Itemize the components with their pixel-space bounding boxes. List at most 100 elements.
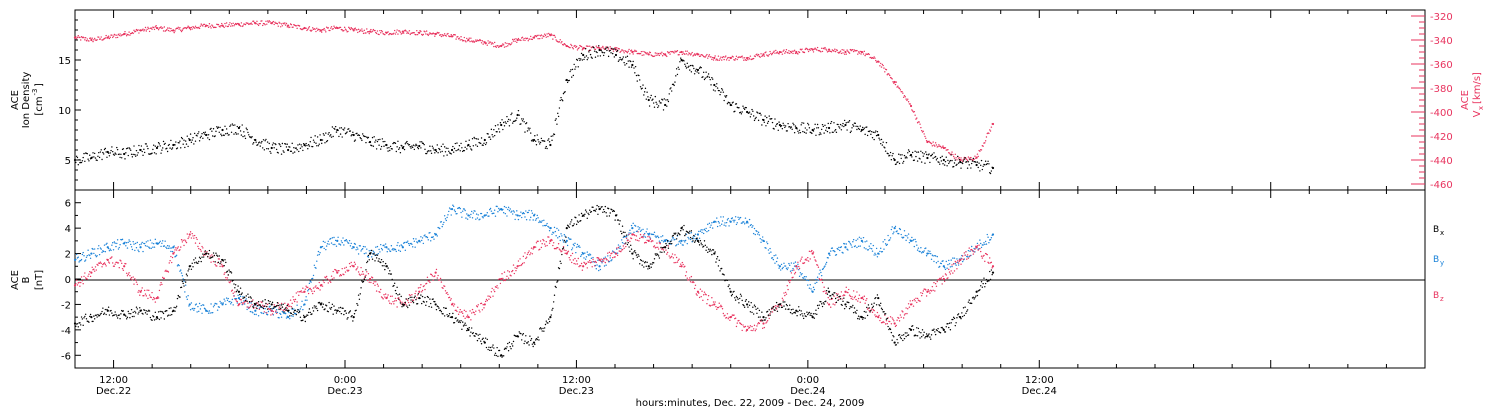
fill-dot bbox=[578, 245, 580, 247]
fill-dot bbox=[517, 37, 520, 40]
fill-dot bbox=[725, 96, 727, 98]
fill-dot bbox=[478, 309, 480, 312]
fill-dot bbox=[430, 273, 433, 276]
fill-dot bbox=[584, 263, 587, 266]
fill-dot bbox=[251, 136, 253, 138]
fill-dot bbox=[642, 236, 644, 239]
fill-dot bbox=[537, 240, 539, 243]
fill-dot bbox=[261, 312, 263, 314]
fill-dot bbox=[214, 263, 216, 266]
fill-dot bbox=[270, 314, 272, 316]
fill-dot bbox=[390, 303, 393, 305]
fill-dot bbox=[648, 236, 651, 238]
fill-dot bbox=[367, 272, 370, 275]
fill-dot bbox=[280, 145, 282, 148]
fill-dot bbox=[939, 145, 942, 148]
fill-dot bbox=[421, 141, 423, 143]
fill-dot bbox=[252, 312, 254, 314]
fill-dot bbox=[718, 89, 720, 92]
fill-dot bbox=[243, 296, 246, 298]
data-point bbox=[237, 126, 241, 130]
fill-dot bbox=[112, 262, 114, 264]
fill-dot bbox=[323, 134, 325, 136]
fill-dot bbox=[113, 265, 116, 267]
fill-dot bbox=[402, 32, 405, 34]
fill-dot bbox=[607, 48, 610, 50]
fill-dot bbox=[78, 159, 80, 161]
fill-dot bbox=[443, 215, 446, 217]
fill-dot bbox=[809, 284, 811, 286]
fill-dot bbox=[788, 50, 790, 52]
fill-dot bbox=[558, 235, 561, 238]
fill-dot bbox=[383, 244, 385, 246]
fill-dot bbox=[169, 147, 171, 149]
fill-dot bbox=[471, 312, 473, 314]
fill-dot bbox=[89, 315, 91, 318]
fill-dot bbox=[139, 243, 141, 246]
fill-dot bbox=[365, 252, 367, 254]
fill-dot bbox=[301, 300, 303, 302]
fill-dot bbox=[593, 265, 596, 267]
fill-dot bbox=[798, 132, 800, 134]
fill-dot bbox=[916, 160, 919, 162]
fill-dot bbox=[362, 245, 365, 248]
fill-dot bbox=[151, 28, 153, 30]
fill-dot bbox=[222, 260, 225, 262]
fill-dot bbox=[827, 296, 829, 299]
fill-dot bbox=[527, 251, 529, 254]
fill-dot bbox=[403, 241, 406, 244]
fill-dot bbox=[148, 30, 151, 33]
fill-dot bbox=[948, 259, 950, 262]
fill-dot bbox=[379, 291, 381, 294]
data-point bbox=[500, 123, 503, 127]
fill-dot bbox=[147, 297, 149, 300]
fill-dot bbox=[740, 113, 743, 115]
fill-dot bbox=[538, 221, 540, 224]
fill-dot bbox=[202, 256, 205, 258]
fill-dot bbox=[711, 77, 713, 79]
fill-dot bbox=[979, 150, 981, 152]
fill-dot bbox=[735, 325, 738, 328]
fill-dot bbox=[351, 133, 353, 136]
fill-dot bbox=[275, 310, 277, 312]
fill-dot bbox=[639, 230, 642, 233]
fill-dot bbox=[177, 263, 179, 266]
fill-dot bbox=[622, 236, 625, 239]
fill-dot bbox=[683, 239, 685, 242]
fill-dot bbox=[148, 246, 150, 248]
fill-dot bbox=[275, 309, 278, 311]
fill-dot bbox=[264, 140, 266, 142]
fill-dot bbox=[706, 53, 708, 56]
fill-dot bbox=[489, 208, 491, 211]
fill-dot bbox=[706, 302, 708, 305]
fill-dot bbox=[941, 283, 943, 285]
fill-dot bbox=[912, 305, 915, 307]
fill-dot bbox=[743, 57, 746, 59]
fill-dot bbox=[306, 29, 308, 32]
fill-dot bbox=[133, 145, 135, 147]
fill-dot bbox=[917, 247, 920, 249]
fill-dot bbox=[663, 98, 666, 100]
fill-dot bbox=[808, 250, 811, 253]
fill-dot bbox=[380, 32, 382, 34]
fill-dot bbox=[143, 242, 146, 245]
fill-dot bbox=[498, 128, 500, 130]
fill-dot bbox=[545, 145, 547, 148]
data-point bbox=[270, 146, 273, 150]
fill-dot bbox=[466, 316, 468, 318]
fill-dot bbox=[177, 26, 179, 28]
fill-dot bbox=[302, 149, 304, 152]
fill-dot bbox=[204, 25, 207, 28]
fill-dot bbox=[122, 310, 125, 312]
fill-dot bbox=[193, 143, 195, 145]
data-point bbox=[188, 233, 191, 236]
fill-dot bbox=[562, 241, 565, 243]
fill-dot bbox=[907, 101, 910, 103]
fill-dot bbox=[145, 30, 148, 32]
fill-dot bbox=[175, 254, 178, 256]
fill-dot bbox=[863, 295, 866, 297]
top-y2tick-label: -320 bbox=[1430, 12, 1453, 23]
fill-dot bbox=[835, 254, 838, 256]
fill-dot bbox=[859, 301, 861, 303]
fill-dot bbox=[587, 253, 589, 256]
